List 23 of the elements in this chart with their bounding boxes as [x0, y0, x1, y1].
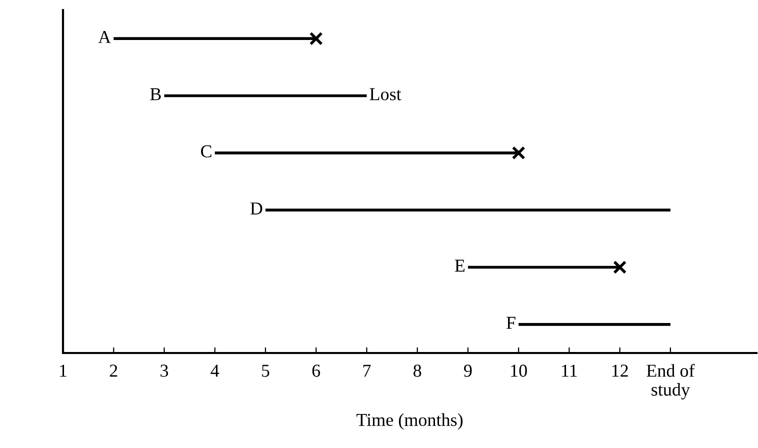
x-tick-label: 4 [210, 364, 220, 377]
x-tick-label: 1 [60, 364, 66, 377]
x-tick-label: 7 [363, 364, 371, 377]
y-tick-label: A [98, 31, 111, 43]
x-tick-label: 10 [511, 364, 527, 377]
x-tick-label: 5 [262, 364, 270, 377]
x-tick-label: 3 [160, 364, 168, 377]
x-axis-title: Time (months) [356, 413, 463, 430]
x-tick-label: 12 [612, 364, 628, 377]
x-tick-label: 11 [562, 364, 577, 377]
bar [518, 322, 670, 326]
x-tick-label: End of study [646, 364, 695, 400]
y-tick-label: B [150, 88, 161, 100]
y-tick-label: E [454, 260, 465, 272]
x-tick-label: 2 [110, 364, 118, 377]
data-label: Lost [370, 88, 402, 100]
x-tick-label: 9 [464, 364, 472, 377]
x-tick-label: 8 [414, 364, 422, 377]
y-tick-label: C [201, 145, 212, 158]
y-tick-label: F [506, 316, 516, 329]
bar [265, 208, 670, 212]
x-tick-label: 6 [312, 364, 320, 377]
y-tick-label: D [250, 202, 262, 214]
